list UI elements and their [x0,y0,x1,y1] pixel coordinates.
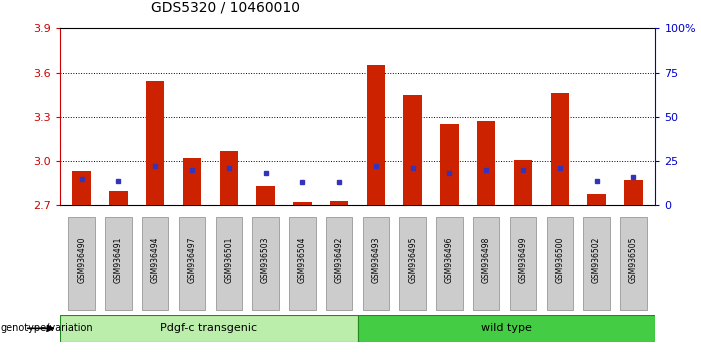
Text: GDS5320 / 10460010: GDS5320 / 10460010 [151,0,300,14]
Bar [109,190,128,205]
Text: GSM936494: GSM936494 [151,236,160,283]
FancyBboxPatch shape [105,217,132,310]
Bar [587,194,606,205]
Bar [358,315,655,342]
Bar [183,158,201,205]
FancyBboxPatch shape [69,217,95,310]
Bar [330,201,348,205]
FancyBboxPatch shape [252,217,279,310]
Text: Pdgf-c transgenic: Pdgf-c transgenic [160,323,257,333]
Text: GSM936495: GSM936495 [408,236,417,283]
FancyBboxPatch shape [400,217,426,310]
Text: GSM936491: GSM936491 [114,236,123,283]
FancyBboxPatch shape [473,217,500,310]
FancyBboxPatch shape [289,217,315,310]
Text: GSM936498: GSM936498 [482,236,491,283]
Text: GSM936500: GSM936500 [555,236,564,283]
Text: wild type: wild type [481,323,532,333]
Text: GSM936499: GSM936499 [519,236,528,283]
FancyBboxPatch shape [436,217,463,310]
Text: GSM936505: GSM936505 [629,236,638,283]
Text: GSM936503: GSM936503 [261,236,270,283]
FancyBboxPatch shape [620,217,646,310]
Text: GSM936496: GSM936496 [445,236,454,283]
Bar [367,65,385,205]
Text: genotype/variation: genotype/variation [1,323,93,333]
FancyBboxPatch shape [510,217,536,310]
Text: GSM936497: GSM936497 [187,236,196,283]
Bar [624,180,643,205]
Text: GSM936502: GSM936502 [592,236,601,283]
FancyBboxPatch shape [215,217,242,310]
FancyBboxPatch shape [142,217,168,310]
Bar [257,186,275,205]
Bar [72,171,91,205]
Bar [514,160,532,205]
FancyBboxPatch shape [326,217,353,310]
Text: GSM936492: GSM936492 [334,236,343,283]
Text: GSM936490: GSM936490 [77,236,86,283]
Text: GSM936493: GSM936493 [372,236,381,283]
Bar [146,81,165,205]
FancyBboxPatch shape [362,217,389,310]
Bar [477,121,496,205]
Bar [404,95,422,205]
FancyBboxPatch shape [583,217,610,310]
Text: GSM936504: GSM936504 [298,236,307,283]
Bar [219,151,238,205]
Bar [440,124,458,205]
Bar [550,93,569,205]
Text: GSM936501: GSM936501 [224,236,233,283]
FancyBboxPatch shape [179,217,205,310]
Bar [293,202,311,205]
Bar [60,315,358,342]
FancyBboxPatch shape [547,217,573,310]
